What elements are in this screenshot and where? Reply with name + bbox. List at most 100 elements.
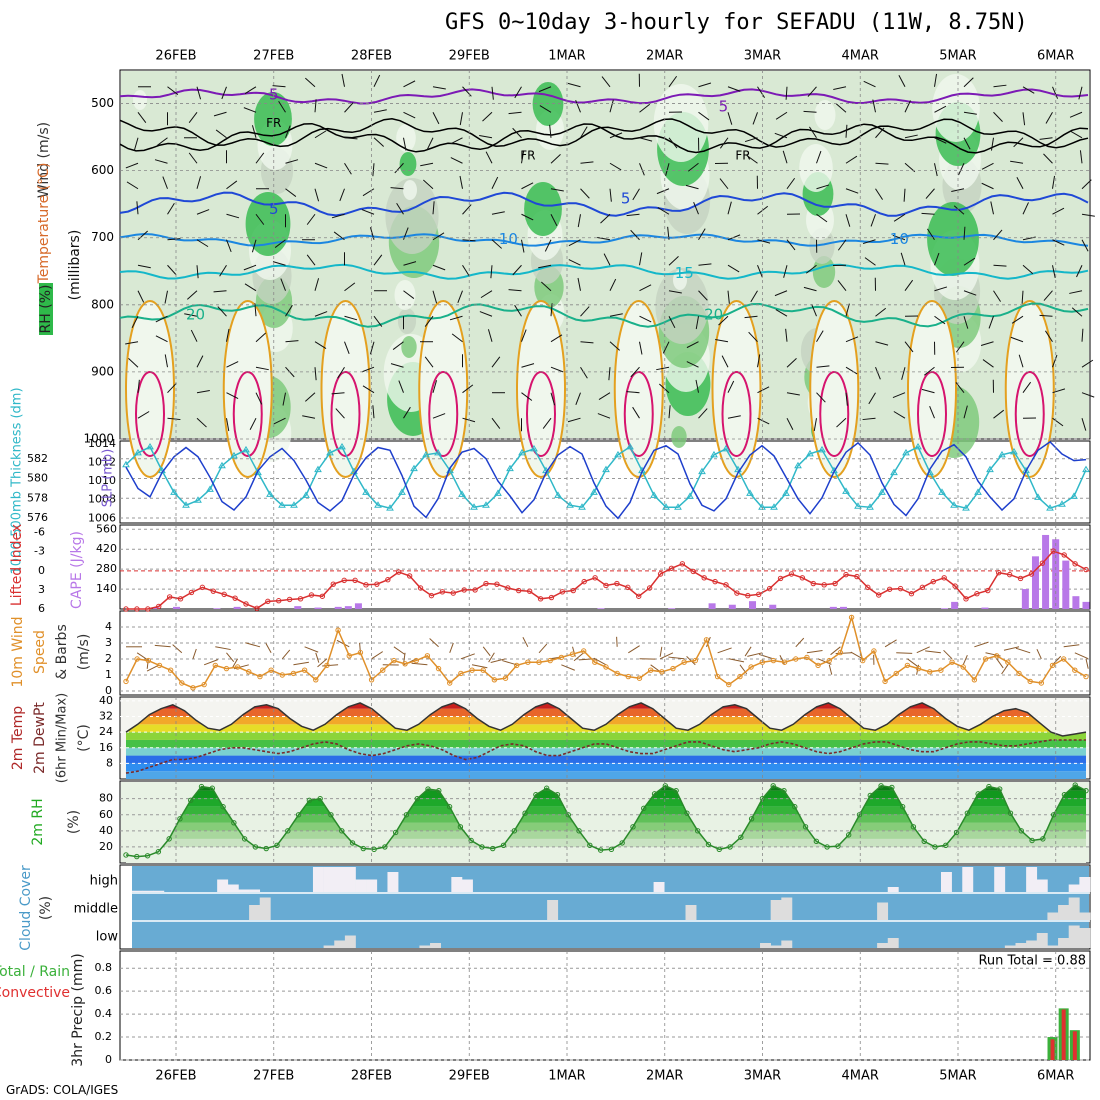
wind-speed-point — [480, 667, 486, 673]
wind-barb — [809, 126, 817, 139]
thickness-point — [170, 488, 178, 495]
thickness-point — [974, 488, 982, 495]
wind-barb — [314, 130, 327, 139]
lifted-index-point — [1006, 571, 1013, 578]
wind-barb — [609, 313, 623, 317]
rh-point — [1040, 836, 1046, 842]
wind-barb — [249, 417, 257, 431]
wind-barb — [1081, 213, 1095, 217]
wind-barb — [609, 341, 620, 351]
wind-barb — [550, 214, 558, 227]
contour-label: 20 — [704, 305, 723, 323]
wind-10m-barb — [616, 636, 618, 647]
wind-barb — [512, 127, 522, 139]
wind-10m-barb — [1001, 664, 1009, 675]
wind-barb — [727, 290, 730, 304]
wind-barb — [657, 207, 670, 215]
wind-barb — [934, 73, 938, 87]
panel-frame-precip — [119, 950, 1091, 1061]
lifted-index-point — [1017, 575, 1024, 582]
rh-patch — [673, 270, 687, 290]
rh-point — [134, 853, 140, 860]
rh-point — [252, 844, 259, 850]
cape-bar — [294, 606, 302, 609]
wind-barb — [344, 102, 354, 113]
rh-point — [500, 842, 507, 849]
wind-barb — [167, 238, 181, 241]
temp-axis-label-a: 2m Temp — [10, 706, 26, 770]
thickness-point — [194, 496, 202, 503]
wind-barb — [394, 162, 404, 174]
wind-10m-barb — [226, 652, 235, 663]
thickness-point — [554, 491, 562, 498]
rh-point — [241, 836, 248, 842]
wind-barb — [921, 388, 935, 394]
wind-speed-point — [1083, 673, 1089, 680]
wind-barb — [775, 111, 788, 120]
temperature-band — [126, 739, 1086, 748]
wind-barb — [934, 252, 940, 266]
contour-label: FR — [266, 116, 281, 130]
precip-tick-label: 0.8 — [95, 961, 113, 974]
warm-lobe — [418, 300, 469, 478]
wind-barb — [339, 188, 345, 202]
cloud-bar — [355, 879, 367, 892]
wind-barb — [1052, 239, 1065, 246]
wind-barb — [659, 383, 670, 394]
hot-lobe — [330, 371, 361, 457]
rh-point — [274, 842, 280, 849]
wind-speed-point — [748, 664, 754, 670]
rh-patch — [671, 426, 687, 448]
wind-barb — [274, 239, 286, 248]
wind-speed-point — [1072, 667, 1078, 673]
thickness-point — [878, 488, 886, 495]
wind-barb — [934, 286, 948, 292]
wind-barb — [508, 111, 522, 115]
thickness-point — [770, 503, 778, 510]
wind-barb — [903, 188, 906, 202]
wind-barb — [392, 341, 404, 350]
wind-barb — [639, 163, 645, 176]
wind-speed-point — [1027, 678, 1033, 685]
lifted-index-point — [428, 592, 435, 599]
wind-barb — [432, 264, 446, 271]
cloud-bar — [217, 879, 229, 892]
wind-10m-barb — [828, 664, 833, 675]
wind-barb — [372, 405, 375, 419]
wind-speed-point — [279, 672, 285, 678]
cloud-bar — [1026, 940, 1038, 948]
rh-point — [673, 787, 679, 794]
wind-speed-point — [1038, 680, 1045, 686]
thickness-point — [998, 450, 1006, 458]
rh-point — [349, 840, 356, 846]
wind-barb — [609, 162, 622, 171]
wind-10m-barb — [916, 646, 930, 654]
wind-barb — [432, 290, 438, 304]
profile-tick-label: 600 — [91, 163, 114, 177]
thickness-point — [842, 487, 850, 494]
wind-10m-barb — [985, 652, 1001, 657]
wind-10m-barb — [538, 643, 548, 654]
wind-speed-point — [290, 670, 297, 677]
wind-speed-point — [179, 680, 185, 686]
wind-10m-barb — [315, 652, 320, 663]
wind-barb — [1078, 86, 1083, 100]
wind-speed-point — [145, 657, 152, 664]
date-label-bottom: 6MAR — [1037, 1069, 1074, 1084]
wind-barb — [744, 137, 758, 143]
wind-barb — [1076, 265, 1083, 278]
lifted-index-point — [843, 571, 849, 578]
warm-lobe — [613, 300, 664, 478]
wind-barb — [1052, 265, 1056, 279]
wind-barb — [744, 315, 758, 319]
wind-10m-barb — [744, 646, 752, 657]
rh-point — [554, 791, 561, 798]
thickness-point — [602, 465, 610, 473]
wind-barb — [803, 110, 817, 113]
date-label-top: 5MAR — [939, 49, 976, 64]
thickness-point — [938, 488, 946, 495]
wind-barb — [1052, 86, 1059, 99]
wind-barb — [752, 112, 758, 125]
wind-10m-barb — [192, 648, 197, 659]
wind-barb — [306, 213, 316, 225]
